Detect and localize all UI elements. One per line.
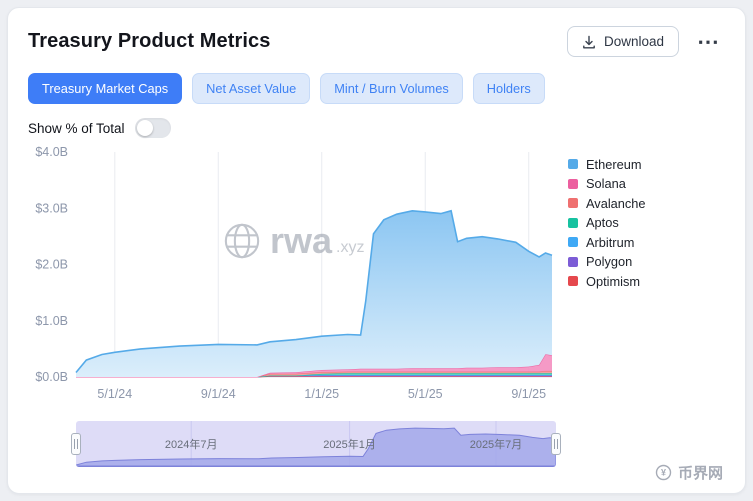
chart-section: $0.0B $1.0B $2.0B $3.0B $4.0B 5/1/24 9/1/24 1/1…	[28, 142, 725, 409]
legend-swatch-icon	[568, 217, 578, 228]
x-tick-label: 9/1/25	[511, 387, 546, 401]
chart-area: $0.0B $1.0B $2.0B $3.0B $4.0B 5/1/24 9/1/24 1/1…	[28, 142, 558, 409]
x-tick-label: 5/1/24	[97, 387, 132, 401]
area-solana	[76, 354, 552, 377]
navigator-right-handle[interactable]	[551, 433, 561, 455]
tab-mint-burn-volumes[interactable]: Mint / Burn Volumes	[320, 73, 463, 104]
legend-item-optimism[interactable]: Optimism	[568, 274, 646, 289]
navigator-area	[76, 427, 556, 467]
show-percent-row: Show % of Total	[28, 118, 725, 138]
y-tick-label: $2.0B	[35, 258, 68, 272]
tab-treasury-market-caps[interactable]: Treasury Market Caps	[28, 73, 183, 104]
x-tick-label: 1/1/25	[304, 387, 339, 401]
tab-holders[interactable]: Holders	[472, 73, 545, 104]
legend-item-arbitrum[interactable]: Arbitrum	[568, 235, 646, 250]
x-tick-label: 9/1/24	[201, 387, 236, 401]
legend-swatch-icon	[568, 159, 578, 169]
legend-swatch-icon	[568, 198, 578, 208]
coin-icon: ¥	[655, 464, 672, 481]
x-tick-label: 5/1/25	[408, 387, 443, 401]
legend-swatch-icon	[568, 256, 578, 267]
y-tick-label: $0.0B	[35, 370, 68, 384]
legend-label: Aptos	[586, 215, 619, 230]
legend-label: Avalanche	[586, 195, 646, 211]
handle-grip-icon	[554, 439, 558, 449]
more-options-icon[interactable]: ⋯	[697, 28, 721, 54]
area-aptos	[76, 373, 552, 377]
toggle-knob	[136, 120, 153, 136]
tab-net-asset-value[interactable]: Net Asset Value	[192, 73, 311, 104]
legend-item-ethereum[interactable]: Ethereum	[568, 157, 646, 172]
treasury-metrics-card: Treasury Product Metrics Download ⋯ Trea…	[7, 7, 746, 494]
legend-swatch-icon	[568, 178, 578, 189]
y-tick-label: $1.0B	[35, 314, 68, 328]
legend-label: Ethereum	[586, 156, 642, 172]
navigator-left-handle[interactable]	[71, 433, 81, 455]
y-tick-label: $4.0B	[35, 145, 68, 159]
area-avalanche	[76, 371, 552, 377]
svg-text:¥: ¥	[661, 468, 666, 478]
treasury-market-cap-chart[interactable]: $0.0B $1.0B $2.0B $3.0B $4.0B 5/1/24 9/1/24 1/1…	[28, 142, 558, 404]
card-header: Treasury Product Metrics Download ⋯	[28, 26, 725, 57]
legend-swatch-icon	[568, 237, 578, 247]
legend-label: Arbitrum	[586, 234, 635, 250]
legend-item-solana[interactable]: Solana	[568, 176, 646, 191]
y-tick-label: $3.0B	[35, 201, 68, 215]
legend-label: Solana	[586, 176, 626, 191]
legend-label: Polygon	[586, 254, 633, 269]
legend-item-avalanche[interactable]: Avalanche	[568, 196, 646, 211]
handle-grip-icon	[74, 439, 78, 449]
download-button[interactable]: Download	[566, 26, 679, 57]
line-ethereum	[75, 209, 553, 374]
page-title: Treasury Product Metrics	[28, 30, 271, 52]
legend-label: Optimism	[586, 273, 641, 289]
site-watermark-text: 币界网	[677, 465, 723, 482]
metric-tabs: Treasury Market Caps Net Asset Value Min…	[28, 73, 725, 104]
navigator-chart[interactable]	[76, 421, 556, 467]
legend-item-aptos[interactable]: Aptos	[568, 215, 646, 230]
show-percent-label: Show % of Total	[28, 120, 125, 136]
site-watermark: ¥ 币界网	[655, 462, 723, 483]
download-label: Download	[603, 34, 664, 49]
chart-legend: Ethereum Solana Avalanche Aptos Arbitrum Poly…	[568, 152, 646, 409]
legend-item-polygon[interactable]: Polygon	[568, 254, 646, 269]
area-ethereum	[76, 210, 552, 377]
show-percent-toggle[interactable]	[134, 118, 171, 138]
download-icon	[583, 35, 595, 48]
chart-range-navigator[interactable]: 2024年7月 2025年1月 2025年7月	[71, 421, 561, 467]
legend-swatch-icon	[568, 276, 578, 286]
